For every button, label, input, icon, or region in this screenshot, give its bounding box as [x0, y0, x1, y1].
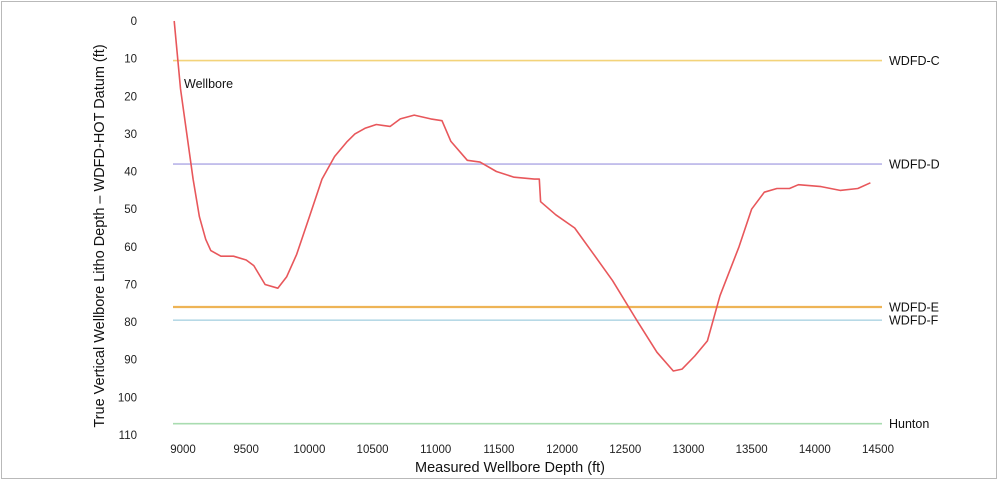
y-tick-label: 40	[124, 167, 137, 179]
y-tick-labels: 0 10 20 30 40 50 60 70 80 90 100 110	[118, 16, 137, 442]
wellbore-annotation: Wellbore	[184, 77, 233, 91]
x-tick-label: 9500	[233, 444, 259, 456]
x-tick-label: 13000	[672, 444, 704, 456]
x-tick-label: 12500	[609, 444, 641, 456]
x-axis-title: Measured Wellbore Depth (ft)	[415, 460, 605, 476]
y-tick-label: 0	[131, 16, 137, 28]
y-axis-title: True Vertical Wellbore Litho Depth – WDF…	[92, 44, 108, 427]
y-tick-label: 20	[124, 91, 137, 103]
x-tick-label: 14000	[799, 444, 831, 456]
formation-label: WDFD-E	[889, 301, 939, 315]
x-tick-labels: 9000 9500 10000 10500 11000 11500 12000 12500 13…	[170, 444, 894, 456]
y-tick-label: 100	[118, 392, 137, 404]
x-tick-label: 13500	[736, 444, 768, 456]
y-tick-label: 50	[124, 204, 137, 216]
y-tick-label: 10	[124, 54, 137, 66]
x-tick-label: 11000	[420, 444, 451, 456]
x-tick-label: 10500	[357, 444, 389, 456]
x-tick-label: 12000	[546, 444, 578, 456]
formation-label: Hunton	[889, 417, 929, 431]
y-tick-label: 80	[124, 317, 137, 329]
formation-label: WDFD-F	[889, 314, 939, 328]
y-tick-label: 30	[124, 129, 137, 141]
formation-label: WDFD-D	[889, 158, 940, 172]
wellbore-line	[173, 20, 871, 372]
wellbore-series	[173, 20, 871, 372]
formation-label: WDFD-C	[889, 54, 940, 68]
y-tick-label: 60	[124, 242, 137, 254]
x-tick-label: 14500	[862, 444, 894, 456]
x-tick-label: 10000	[293, 444, 325, 456]
y-tick-label: 110	[119, 430, 137, 442]
x-tick-label: 9000	[170, 444, 196, 456]
y-tick-label: 90	[124, 355, 137, 367]
x-tick-label: 11500	[483, 444, 514, 456]
y-tick-label: 70	[124, 279, 137, 291]
